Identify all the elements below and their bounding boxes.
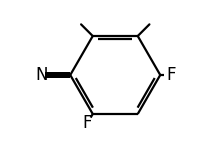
Text: N: N [35,66,48,84]
Text: F: F [83,114,92,132]
Text: F: F [166,66,175,84]
